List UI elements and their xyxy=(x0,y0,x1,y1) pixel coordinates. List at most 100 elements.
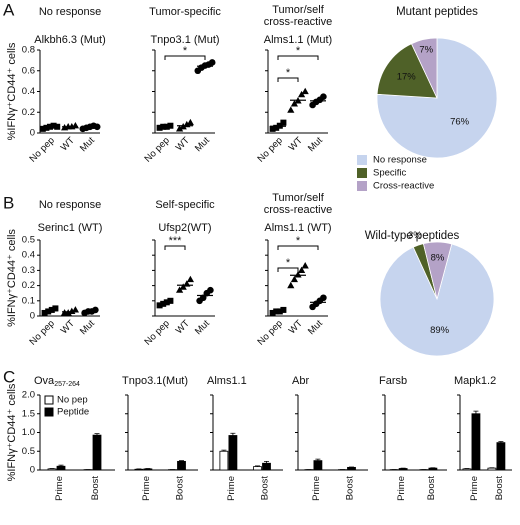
point xyxy=(41,309,48,316)
y-tick-label: 0 xyxy=(30,465,35,476)
bar xyxy=(496,442,506,471)
significance-bracket xyxy=(277,267,299,272)
significance-bracket xyxy=(277,55,319,60)
error-bar xyxy=(94,433,100,436)
plot-title: Abr xyxy=(292,375,309,387)
point xyxy=(298,90,306,98)
plot-title: Farsb xyxy=(379,375,407,387)
bar xyxy=(228,435,238,471)
legend-label: No response xyxy=(373,155,427,166)
x-tick-label: WT xyxy=(287,135,305,153)
pie-slice xyxy=(410,37,438,99)
y-tick-label: 1.5 xyxy=(22,408,35,419)
plot-title: Serinc1 (WT) xyxy=(38,222,103,234)
point xyxy=(280,306,287,313)
x-tick-label: WT xyxy=(287,318,305,336)
slice-label: 76% xyxy=(450,117,470,128)
y-tick-label: 0.5 xyxy=(22,446,35,457)
plot-title: Mapk1.2 xyxy=(454,375,496,387)
x-tick-label: Boost xyxy=(494,476,505,501)
x-tick-label: WT xyxy=(59,135,77,153)
slice-label: 7% xyxy=(419,45,433,56)
significance-bracket xyxy=(164,245,186,250)
plot-title-subscript: 257-264 xyxy=(54,381,80,388)
plot-title: Alms1.1 (Mut) xyxy=(264,34,332,46)
point xyxy=(207,286,214,294)
slice-label: 89% xyxy=(430,325,450,336)
x-tick-label: Prime xyxy=(54,476,65,501)
error-bar xyxy=(498,441,504,443)
point xyxy=(320,93,327,100)
error-bar xyxy=(58,464,64,467)
bar xyxy=(177,460,186,471)
bar xyxy=(398,468,408,471)
y-tick-label: 0 xyxy=(30,311,35,322)
point xyxy=(52,305,59,312)
bar xyxy=(143,468,153,471)
pie-title: Mutant peptides xyxy=(396,6,478,18)
x-tick-label: WT xyxy=(174,135,192,153)
point xyxy=(269,125,276,132)
x-tick-label: Boost xyxy=(90,476,101,501)
significance-label: * xyxy=(296,235,301,247)
legend-label: Specific xyxy=(373,168,407,179)
point xyxy=(186,275,194,283)
significance-bracket xyxy=(277,77,299,82)
slice-label: 8% xyxy=(431,252,445,263)
x-tick-label: Mut xyxy=(78,135,97,154)
legend-label: Cross-reactive xyxy=(373,181,434,192)
significance-label: * xyxy=(286,67,291,79)
y-tick-label: 0.1 xyxy=(22,295,35,306)
x-tick-label: No pep xyxy=(142,135,171,164)
y-tick-label: 0 xyxy=(30,128,35,139)
y-axis-label: %IFNγ⁺CD44⁺ cells xyxy=(6,383,18,481)
x-tick-label: Prime xyxy=(396,476,407,501)
point xyxy=(301,262,309,269)
point xyxy=(179,283,187,290)
y-tick-label: 0.5 xyxy=(22,235,35,246)
point xyxy=(294,271,302,278)
x-tick-label: No pep xyxy=(27,135,56,164)
group-title: cross-reactive xyxy=(264,16,332,28)
significance-label: * xyxy=(286,257,291,269)
error-bar xyxy=(230,432,236,436)
group-title: No response xyxy=(39,6,101,18)
point xyxy=(186,118,194,126)
point xyxy=(298,266,306,273)
group-title: No response xyxy=(39,199,101,211)
legend-label: Peptide xyxy=(57,407,89,418)
plot-title-main: Abr xyxy=(292,375,309,387)
y-tick-label: 0.2 xyxy=(22,107,35,118)
legend-swatch xyxy=(44,395,54,405)
error-bar xyxy=(221,449,227,452)
plot-title: Ova257-264 xyxy=(34,375,80,388)
point xyxy=(156,302,163,309)
bar xyxy=(347,466,356,471)
point xyxy=(160,300,167,307)
bar xyxy=(253,466,262,471)
group-title: cross-reactive xyxy=(264,204,332,216)
y-tick-label: 2.0 xyxy=(22,390,35,401)
x-tick-label: Mut xyxy=(78,318,97,337)
legend-swatch xyxy=(357,181,367,191)
legend-label: No pep xyxy=(57,395,88,406)
y-tick-label: 0.4 xyxy=(22,250,35,261)
point xyxy=(48,306,55,313)
point xyxy=(199,294,207,302)
bar xyxy=(47,468,57,471)
point xyxy=(287,281,295,289)
x-tick-label: WT xyxy=(174,318,192,336)
significance-bracket xyxy=(277,245,319,250)
x-tick-label: Boost xyxy=(175,476,186,501)
panel-label: B xyxy=(3,193,14,212)
point xyxy=(287,106,295,113)
point xyxy=(39,125,46,132)
legend-swatch xyxy=(357,155,367,165)
x-tick-label: Mut xyxy=(193,318,212,337)
group-title: Tumor/self xyxy=(272,192,324,204)
x-tick-label: No pep xyxy=(255,135,284,164)
y-axis-label: %IFNγ⁺CD44⁺ cells xyxy=(6,229,18,327)
point xyxy=(290,275,298,283)
x-tick-label: No pep xyxy=(142,318,171,347)
